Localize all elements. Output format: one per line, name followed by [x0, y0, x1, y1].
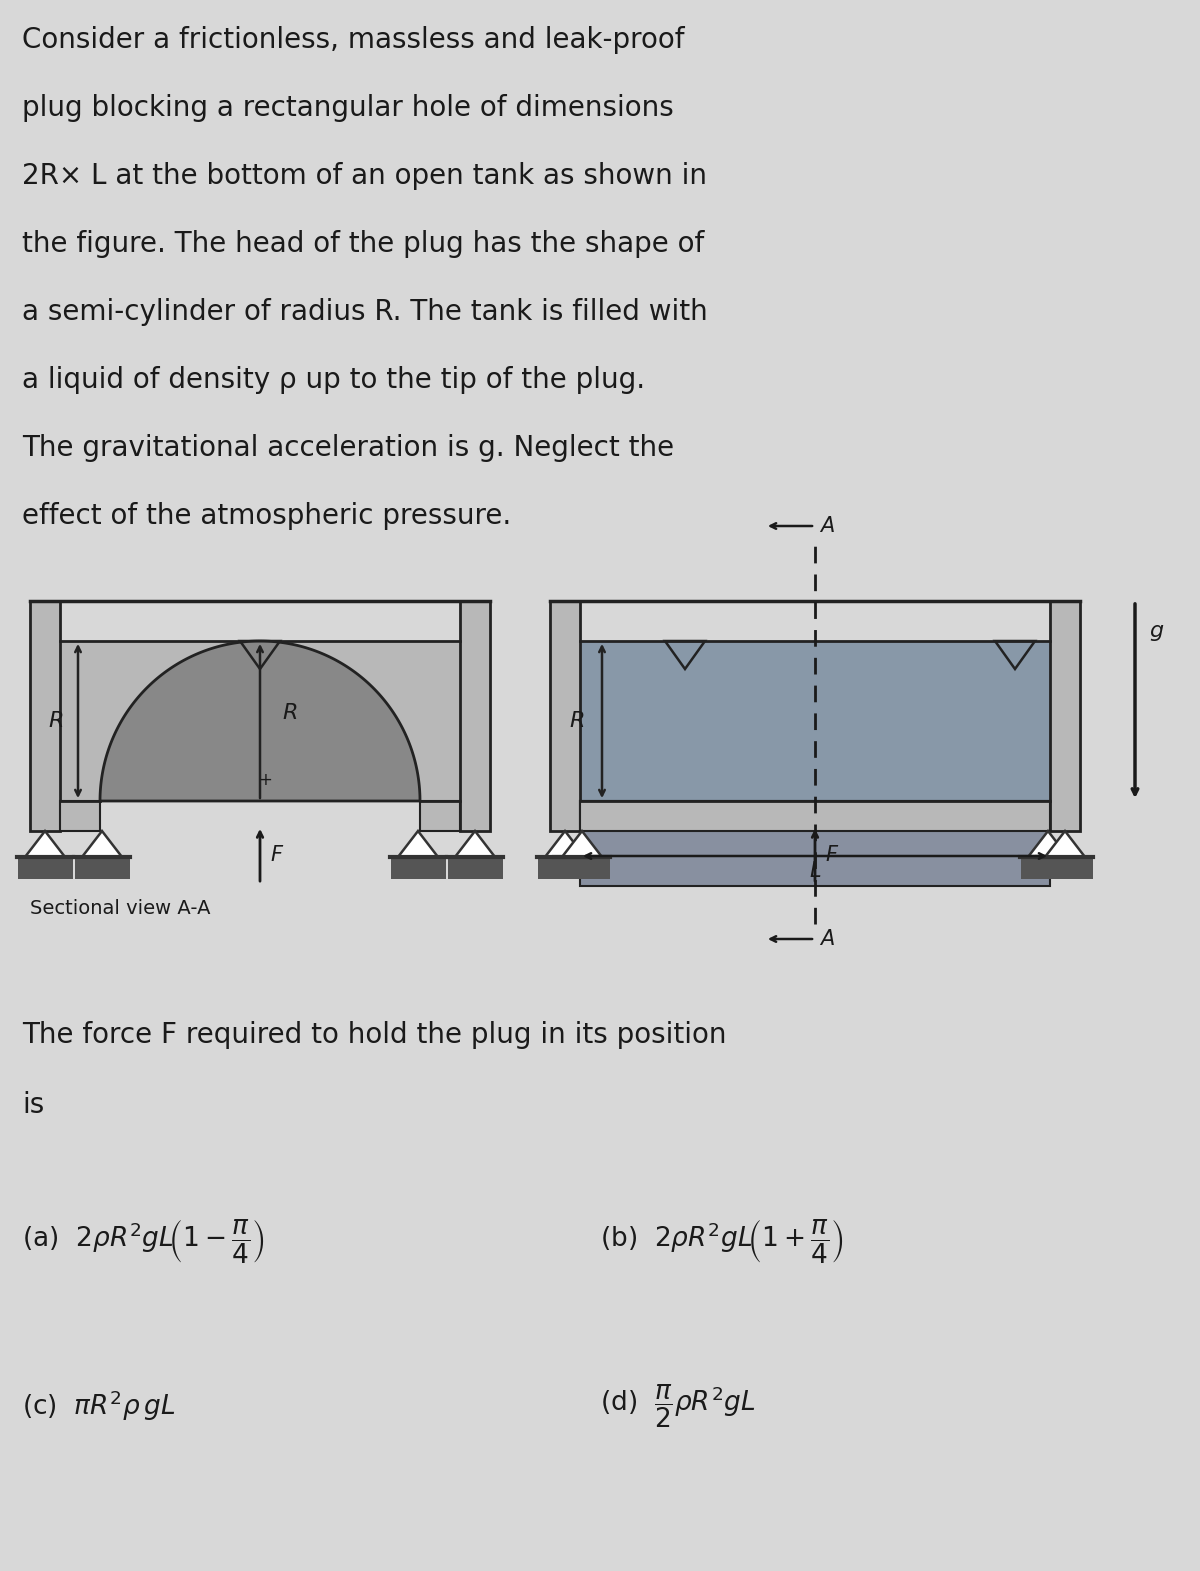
- Text: F: F: [270, 845, 282, 866]
- Text: 2R× L at the bottom of an open tank as shown in: 2R× L at the bottom of an open tank as s…: [22, 162, 707, 190]
- Polygon shape: [82, 831, 122, 858]
- Polygon shape: [545, 831, 586, 858]
- Bar: [550, 602, 580, 831]
- Polygon shape: [1045, 831, 1085, 858]
- Bar: [538, 858, 593, 880]
- Text: F: F: [826, 845, 838, 866]
- Text: The gravitational acceleration is g. Neglect the: The gravitational acceleration is g. Neg…: [22, 434, 674, 462]
- Bar: [60, 641, 460, 801]
- Bar: [390, 858, 445, 880]
- Text: R: R: [48, 712, 64, 731]
- Bar: [580, 801, 1050, 886]
- Polygon shape: [562, 831, 602, 858]
- Polygon shape: [25, 831, 65, 858]
- Bar: [18, 858, 72, 880]
- Text: the figure. The head of the plug has the shape of: the figure. The head of the plug has the…: [22, 229, 704, 258]
- Bar: [420, 801, 460, 831]
- Bar: [30, 602, 60, 831]
- Text: The force F required to hold the plug in its position: The force F required to hold the plug in…: [22, 1021, 726, 1049]
- Text: +: +: [258, 771, 272, 789]
- Text: L: L: [809, 861, 821, 881]
- Text: a liquid of density ρ up to the tip of the plug.: a liquid of density ρ up to the tip of t…: [22, 366, 646, 394]
- Bar: [60, 801, 100, 831]
- Text: g: g: [1150, 621, 1163, 641]
- Text: plug blocking a rectangular hole of dimensions: plug blocking a rectangular hole of dime…: [22, 94, 673, 123]
- Text: R: R: [282, 702, 298, 723]
- Bar: [580, 641, 1050, 801]
- Bar: [460, 602, 490, 831]
- Bar: [1050, 602, 1080, 831]
- Text: (d)  $\dfrac{\pi}{2}\rho R^2 gL$: (d) $\dfrac{\pi}{2}\rho R^2 gL$: [600, 1382, 756, 1430]
- Bar: [74, 858, 130, 880]
- Polygon shape: [455, 831, 496, 858]
- Bar: [1020, 858, 1075, 880]
- Bar: [554, 858, 610, 880]
- Text: is: is: [22, 1090, 44, 1119]
- Bar: [580, 801, 1050, 831]
- Text: (b)  $2\rho R^2 gL\!\left(1+\dfrac{\pi}{4}\right)$: (b) $2\rho R^2 gL\!\left(1+\dfrac{\pi}{4…: [600, 1218, 844, 1265]
- Polygon shape: [398, 831, 438, 858]
- Text: (a)  $2\rho R^2 gL\!\left(1-\dfrac{\pi}{4}\right)$: (a) $2\rho R^2 gL\!\left(1-\dfrac{\pi}{4…: [22, 1218, 265, 1265]
- Polygon shape: [1028, 831, 1068, 858]
- Bar: [448, 858, 503, 880]
- Text: A: A: [820, 928, 834, 949]
- Polygon shape: [100, 641, 420, 801]
- Text: A: A: [820, 515, 834, 536]
- Text: effect of the atmospheric pressure.: effect of the atmospheric pressure.: [22, 503, 511, 529]
- Text: Consider a frictionless, massless and leak-proof: Consider a frictionless, massless and le…: [22, 27, 684, 53]
- Bar: [1038, 858, 1092, 880]
- Text: Sectional view A-A: Sectional view A-A: [30, 899, 210, 917]
- Text: a semi-cylinder of radius R. The tank is filled with: a semi-cylinder of radius R. The tank is…: [22, 298, 708, 327]
- Text: R: R: [569, 712, 584, 731]
- Text: (c)  $\pi R^2\rho\, gL$: (c) $\pi R^2\rho\, gL$: [22, 1389, 175, 1423]
